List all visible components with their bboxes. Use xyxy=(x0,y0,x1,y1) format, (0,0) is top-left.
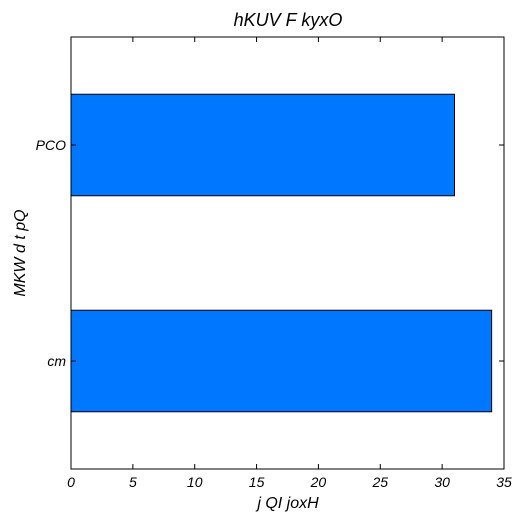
bar-cm xyxy=(70,309,493,413)
y-axis-label: MKW d t pQ xyxy=(12,209,29,296)
x-tick-label: 30 xyxy=(434,474,450,490)
x-tick-label: 25 xyxy=(371,474,388,490)
x-tick-label: 15 xyxy=(249,474,265,490)
x-tick-label: 35 xyxy=(496,474,512,490)
x-tick-label: 10 xyxy=(187,474,203,490)
y-tick-label: PCO xyxy=(36,137,66,153)
x-tick-label: 20 xyxy=(310,474,327,490)
y-tick-label: cm xyxy=(47,353,66,369)
plot-frame xyxy=(70,36,505,470)
x-axis-label: j QI joxH xyxy=(255,495,319,512)
x-tick-label: 0 xyxy=(67,474,75,490)
bar-pco xyxy=(70,93,456,197)
plot-area: PCO cm 0 5 10 15 20 25 30 35 xyxy=(36,36,512,490)
x-tick-label: 5 xyxy=(129,474,137,490)
chart-title: hKUV F kyxO xyxy=(234,10,343,30)
